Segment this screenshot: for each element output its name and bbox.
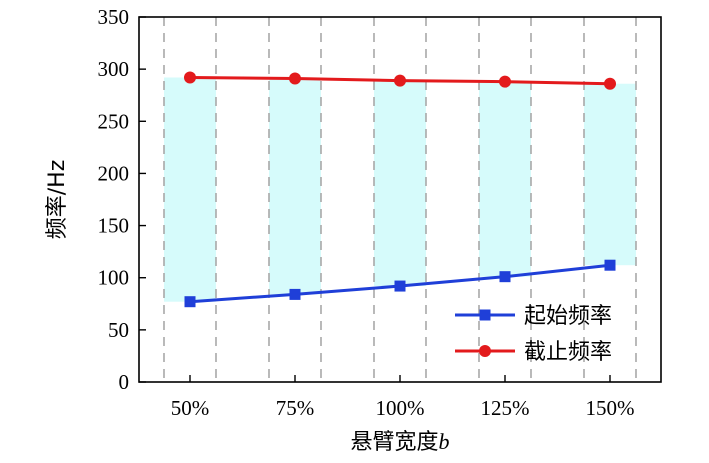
y-tick-label: 200 [98,161,130,185]
y-axis-ticks: 0 50 100 150 200 250 300 350 [98,5,146,394]
y-tick-label: 350 [98,5,130,29]
x-tick-label: 125% [481,396,530,420]
bandgap-band [164,77,216,302]
data-point [604,77,616,90]
data-point [499,271,511,283]
x-axis-title: 悬臂宽度b [350,429,449,455]
series-layer [184,71,616,308]
bandgap-band [269,78,321,295]
legend-marker [479,345,491,357]
y-tick-label: 100 [98,266,130,290]
data-point [184,296,196,308]
x-tick-label: 50% [171,396,210,420]
y-tick-label: 0 [119,370,130,394]
x-tick-label: 150% [586,396,635,420]
y-tick-label: 50 [108,318,129,342]
bandgap-band [584,83,636,266]
data-point [394,280,406,292]
legend-label: 起始频率 [524,304,612,329]
vertical-gridlines [163,17,637,382]
data-point [289,72,301,85]
y-axis-title: 频率/Hz [45,160,70,240]
bandgap-band [374,80,426,287]
legend-marker [479,309,491,321]
legend-label: 截止频率 [524,340,612,365]
y-tick-label: 300 [98,57,130,81]
y-tick-label: 150 [98,214,130,238]
x-tick-label: 75% [276,396,315,420]
data-point [394,74,406,87]
data-point [604,259,616,271]
data-point [499,75,511,88]
bandgap-band [479,81,531,277]
data-point [184,71,196,84]
x-tick-label: 100% [376,396,425,420]
data-point [289,288,301,300]
y-tick-label: 250 [98,109,130,133]
bandgap-bands [164,77,636,302]
x-axis-ticks: 50% 75% 100% 125% 150% [171,375,635,420]
